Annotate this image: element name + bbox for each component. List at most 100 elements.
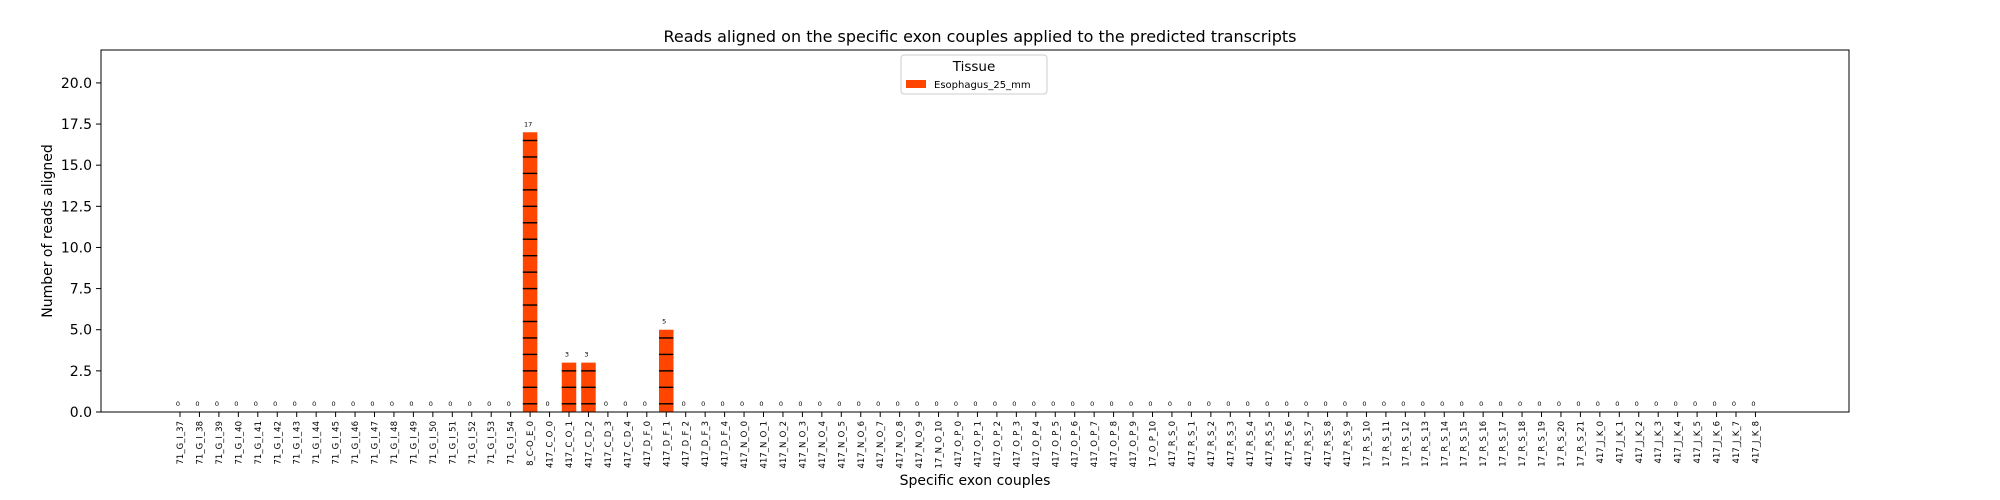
x-tick-label: 8_C-O_E_0	[526, 421, 536, 466]
bar-value-label: 0	[390, 400, 394, 408]
bar-value-label: 0	[1712, 400, 1716, 408]
x-tick-label: 417_D_F_4	[721, 421, 731, 467]
bar-value-label: 0	[1615, 400, 1619, 408]
bar-value-label: 0	[1557, 400, 1561, 408]
bar-value-label: 0	[332, 400, 336, 408]
bar-value-label: 0	[818, 400, 822, 408]
bar-value-label: 0	[857, 400, 861, 408]
legend-swatch	[906, 80, 926, 88]
x-tick-label: 417_O_P_3	[1012, 421, 1022, 467]
bar-value-label: 0	[973, 400, 977, 408]
y-tick-label: 5.0	[70, 323, 92, 339]
y-axis-ticks: 0.0 2.5 5.0 7.5 10.0 12.5 15.0 17.5 20.0	[61, 76, 101, 421]
bar-value-label: 0	[1576, 400, 1580, 408]
x-tick-label: 417_J_K_3	[1654, 421, 1664, 463]
bar-value-label: 0	[1285, 400, 1289, 408]
x-tick-label: 71_G_I_44	[312, 421, 322, 464]
x-tick-label: 17_R_S_12	[1401, 421, 1411, 467]
bar-value-label: 0	[215, 400, 219, 408]
x-tick-label: 17_R_S_19	[1538, 421, 1548, 467]
bar-value-label: 3	[565, 351, 569, 359]
x-tick-label: 71_G_I_46	[351, 421, 361, 464]
bar-value-label: 0	[1499, 400, 1503, 408]
x-tick-label: 417_C_O_1	[565, 421, 575, 468]
bar-value-label: 0	[721, 400, 725, 408]
y-tick-label: 7.5	[70, 282, 92, 298]
x-tick-label: 417_D_F_1	[662, 421, 672, 467]
bar-value-label: 0	[1479, 400, 1483, 408]
x-tick-label: 417_R_S_2	[1207, 421, 1217, 467]
x-tick-label: 71_G_I_40	[234, 421, 244, 464]
x-tick-label: 417_O_P_1	[973, 421, 983, 467]
bar-value-label: 0	[429, 400, 433, 408]
legend: Tissue Esophagus_25_mm	[900, 54, 1048, 95]
x-tick-label: 417_D_F_3	[701, 421, 711, 467]
x-tick-label: 17_R_S_10	[1362, 421, 1372, 467]
bar-value-label: 0	[293, 400, 297, 408]
bar-value-label: 0	[1051, 400, 1055, 408]
x-tick-label: 71_G_I_51	[448, 421, 458, 464]
x-tick-label: 417_N_O_9	[915, 421, 925, 468]
bar-value-label: 0	[643, 400, 647, 408]
bars: 0 0 0 0 0 0 0 0 0 0 0 0 0 0 0 0 0 0 17 0 3 3 0 0 0 5 0 0 0 0 0 0 0 0 0 0 0 0 0…	[176, 120, 1756, 413]
x-tick-label: 417_N_O_6	[857, 421, 867, 468]
bar-value-label: 0	[1187, 400, 1191, 408]
bar-value-label: 0	[896, 400, 900, 408]
bar-value-label: 0	[1382, 400, 1386, 408]
bar-value-label: 0	[1168, 400, 1172, 408]
x-tick-label: 417_R_S_8	[1324, 421, 1334, 467]
bar-value-label: 0	[915, 400, 919, 408]
bar-value-label: 0	[798, 400, 802, 408]
x-tick-label: 417_O_P_8	[1110, 421, 1120, 467]
bar-value-label: 0	[487, 400, 491, 408]
bar-value-label: 0	[195, 400, 199, 408]
bar-value-label: 0	[1732, 400, 1736, 408]
x-axis-ticks: 71_G_I_37 71_G_I_38 71_G_I_39 71_G_I_40 71_G…	[176, 412, 1761, 468]
x-tick-label: 417_D_F_0	[643, 421, 653, 467]
bar-value-label: 0	[682, 400, 686, 408]
legend-series-label: Esophagus_25_mm	[934, 80, 1031, 91]
bar-value-label: 0	[448, 400, 452, 408]
x-tick-label: 417_J_K_0	[1596, 421, 1606, 463]
x-tick-label: 417_N_O_2	[779, 421, 789, 468]
bar-value-label: 0	[1071, 400, 1075, 408]
x-tick-label: 71_G_I_54	[507, 421, 517, 464]
x-tick-label: 417_O_P_0	[954, 421, 964, 467]
x-tick-label: 417_J_K_6	[1713, 421, 1723, 463]
x-tick-label: 71_G_I_41	[254, 421, 264, 464]
bar-value-label: 0	[954, 400, 958, 408]
bar-value-label: 0	[1537, 400, 1541, 408]
x-tick-label: 417_O_P_5	[1051, 421, 1061, 467]
bar-value-label: 0	[1751, 400, 1755, 408]
x-tick-label: 17_N_O_10	[935, 421, 945, 468]
bar-value-label: 5	[662, 318, 666, 326]
bar-value-label: 0	[1674, 400, 1678, 408]
y-tick-label: 15.0	[61, 158, 92, 174]
bar-value-label: 0	[468, 400, 472, 408]
x-tick-label: 17_R_S_14	[1440, 421, 1450, 467]
bar-value-label: 0	[1148, 400, 1152, 408]
x-tick-label: 417_R_S_5	[1265, 421, 1275, 467]
y-tick-label: 20.0	[61, 76, 92, 92]
x-tick-label: 417_O_P_2	[993, 421, 1003, 467]
y-tick-label: 10.0	[61, 240, 92, 256]
bar-value-label: 0	[176, 400, 180, 408]
bar-value-label: 0	[312, 400, 316, 408]
x-tick-label: 17_R_S_15	[1460, 421, 1470, 467]
x-tick-label: 417_J_K_5	[1693, 421, 1703, 463]
y-tick-label: 2.5	[70, 364, 92, 380]
x-tick-label: 417_N_O_7	[876, 421, 886, 468]
bar-value-label: 0	[623, 400, 627, 408]
x-tick-label: 417_R_S_6	[1285, 421, 1295, 467]
bar-value-label: 0	[254, 400, 258, 408]
x-tick-label: 417_J_K_8	[1751, 421, 1761, 463]
x-tick-label: 417_C_O_0	[546, 421, 556, 468]
x-tick-label: 17_R_S_17	[1499, 421, 1509, 467]
bar-value-label: 0	[1226, 400, 1230, 408]
x-tick-label: 417_J_K_7	[1732, 421, 1742, 463]
x-tick-label: 417_R_S_0	[1168, 421, 1178, 467]
legend-frame	[900, 54, 1048, 95]
bar-value-label: 0	[876, 400, 880, 408]
x-tick-label: 417_O_P_9	[1129, 421, 1139, 467]
